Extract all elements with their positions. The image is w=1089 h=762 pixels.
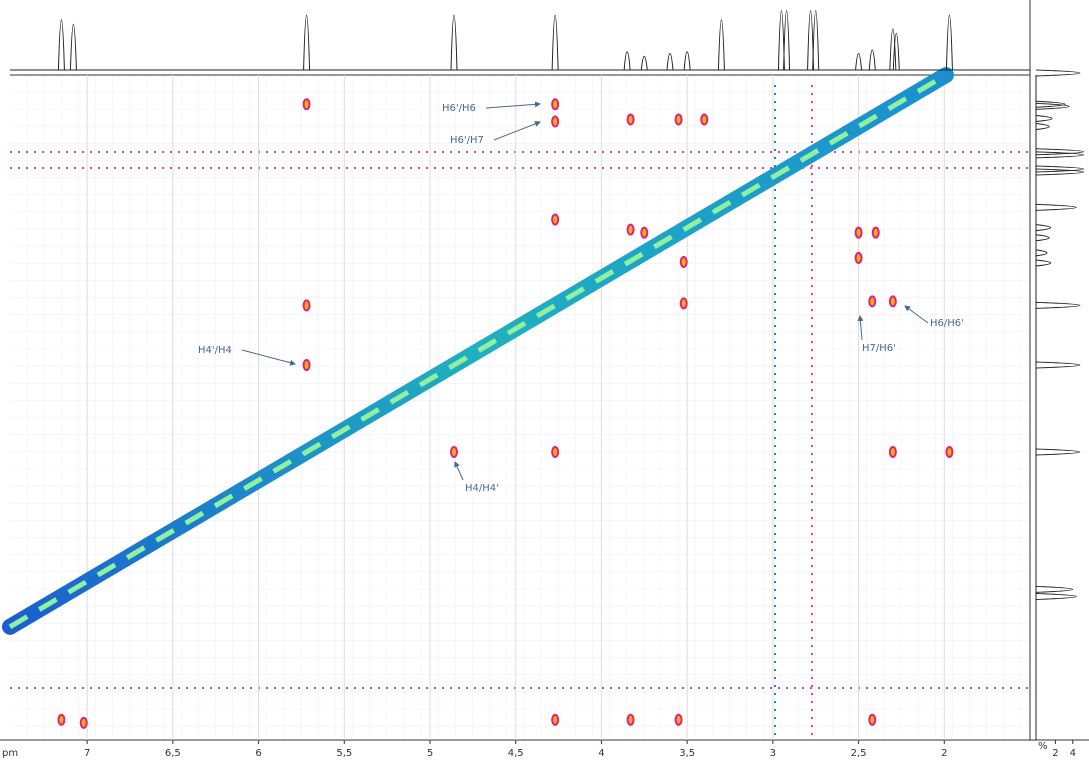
right-axis-tick-label: 4	[1070, 748, 1076, 759]
top-projection-peak	[717, 19, 725, 71]
annotation: H6'/H6	[442, 103, 476, 114]
top-projection-peak	[892, 32, 900, 71]
annotation-arrow	[485, 101, 541, 109]
right-projection-peak	[1035, 102, 1070, 110]
top-projection-peak	[683, 51, 691, 71]
cross-peak	[674, 713, 683, 726]
cross-peak	[700, 113, 709, 126]
t1-noise	[10, 85, 1030, 740]
annotation-arrow	[904, 305, 929, 324]
top-projection-peak	[868, 49, 876, 71]
cross-peak	[450, 445, 458, 458]
top-projection-peak	[812, 10, 820, 71]
right-projection-peak	[1035, 168, 1085, 176]
x-tick-label: 6,5	[165, 748, 181, 759]
cross-peak	[551, 115, 560, 128]
top-projection-peak	[57, 19, 65, 71]
top-projection-peak	[777, 10, 785, 71]
cross-peak	[551, 713, 560, 726]
right-projection-peak	[1035, 585, 1074, 593]
x-tick-label: 2,5	[851, 748, 867, 759]
cross-peak	[626, 223, 635, 236]
right-projection-peak	[1035, 203, 1077, 211]
cross-peak	[57, 713, 66, 726]
top-projection-peak	[640, 55, 648, 71]
cross-peak	[626, 713, 635, 726]
x-tick-label: 5,5	[336, 748, 352, 759]
right-projection-peak	[1035, 361, 1081, 369]
right-axis-label: %	[1038, 741, 1048, 752]
cross-peak	[868, 295, 877, 308]
x-tick-label: 3,5	[679, 748, 695, 759]
top-projection-peak	[889, 28, 897, 71]
x-tick-label: 6	[255, 748, 261, 759]
cross-peak	[79, 716, 88, 729]
cross-peak	[551, 213, 560, 226]
top-projection-peak	[450, 14, 458, 71]
right-projection-peak	[1035, 234, 1050, 242]
cross-peak	[945, 445, 954, 458]
right-projection-peak	[1035, 301, 1081, 309]
cross-peak	[854, 251, 863, 264]
annotation: H4'/H4	[198, 345, 232, 356]
x-tick-label: 4	[598, 748, 604, 759]
x-tick-label: 2	[941, 748, 947, 759]
right-projection-peak	[1035, 165, 1085, 173]
annotation-arrow	[241, 349, 296, 366]
cross-peak	[626, 113, 635, 126]
cross-peak	[854, 226, 863, 239]
top-projection-peak	[807, 10, 815, 71]
right-projection-peak	[1035, 148, 1085, 156]
top-projection-peak	[666, 53, 674, 71]
right-axis-tick-label: 2	[1052, 748, 1058, 759]
cross-peak	[302, 299, 311, 312]
cross-peak	[551, 445, 560, 458]
x-axis-label: pm	[2, 748, 18, 759]
top-projection-peak	[623, 51, 631, 71]
diagonal-core	[8, 72, 948, 629]
annotation: H6/H6'	[930, 318, 964, 329]
cross-peak	[868, 713, 877, 726]
right-projection-peak	[1035, 259, 1052, 267]
x-tick-label: 3	[770, 748, 776, 759]
right-projection-peak	[1035, 100, 1066, 108]
top-projection-peak	[945, 14, 953, 71]
top-projection-peak	[551, 14, 559, 71]
right-projection-peak	[1035, 114, 1053, 122]
cross-peak	[302, 359, 311, 372]
x-tick-label: 4,5	[508, 748, 524, 759]
x-tick-label: 5	[427, 748, 433, 759]
annotation-arrow	[493, 121, 541, 141]
cross-peak	[679, 255, 688, 268]
cross-peak	[302, 98, 311, 111]
top-projection-peak	[783, 10, 791, 71]
cross-peak	[888, 445, 897, 458]
annotation: H7/H6'	[862, 343, 896, 354]
cross-peak	[888, 295, 897, 308]
cross-peak	[674, 113, 683, 126]
annotation-arrow	[857, 315, 864, 341]
right-projection-peak	[1035, 448, 1081, 456]
top-projection-peak	[69, 23, 77, 71]
cross-peak	[679, 297, 688, 310]
cross-peak	[871, 226, 880, 239]
right-projection-peak	[1035, 249, 1048, 257]
annotation: H6'/H7	[450, 135, 484, 146]
x-tick-label: 7	[84, 748, 90, 759]
minor-grid	[10, 75, 1030, 740]
cross-peak	[551, 98, 560, 111]
right-projection-peak	[1035, 151, 1085, 159]
cross-peak	[640, 226, 649, 239]
right-projection-peak	[1035, 123, 1050, 131]
right-projection-peak	[1035, 224, 1052, 232]
right-projection-peak	[1035, 69, 1081, 77]
annotation: H4/H4'	[465, 483, 499, 494]
top-projection-peak	[855, 53, 863, 71]
right-projection-peak	[1035, 592, 1077, 600]
top-projection-peak	[303, 14, 311, 71]
annotation-arrow	[454, 461, 464, 481]
